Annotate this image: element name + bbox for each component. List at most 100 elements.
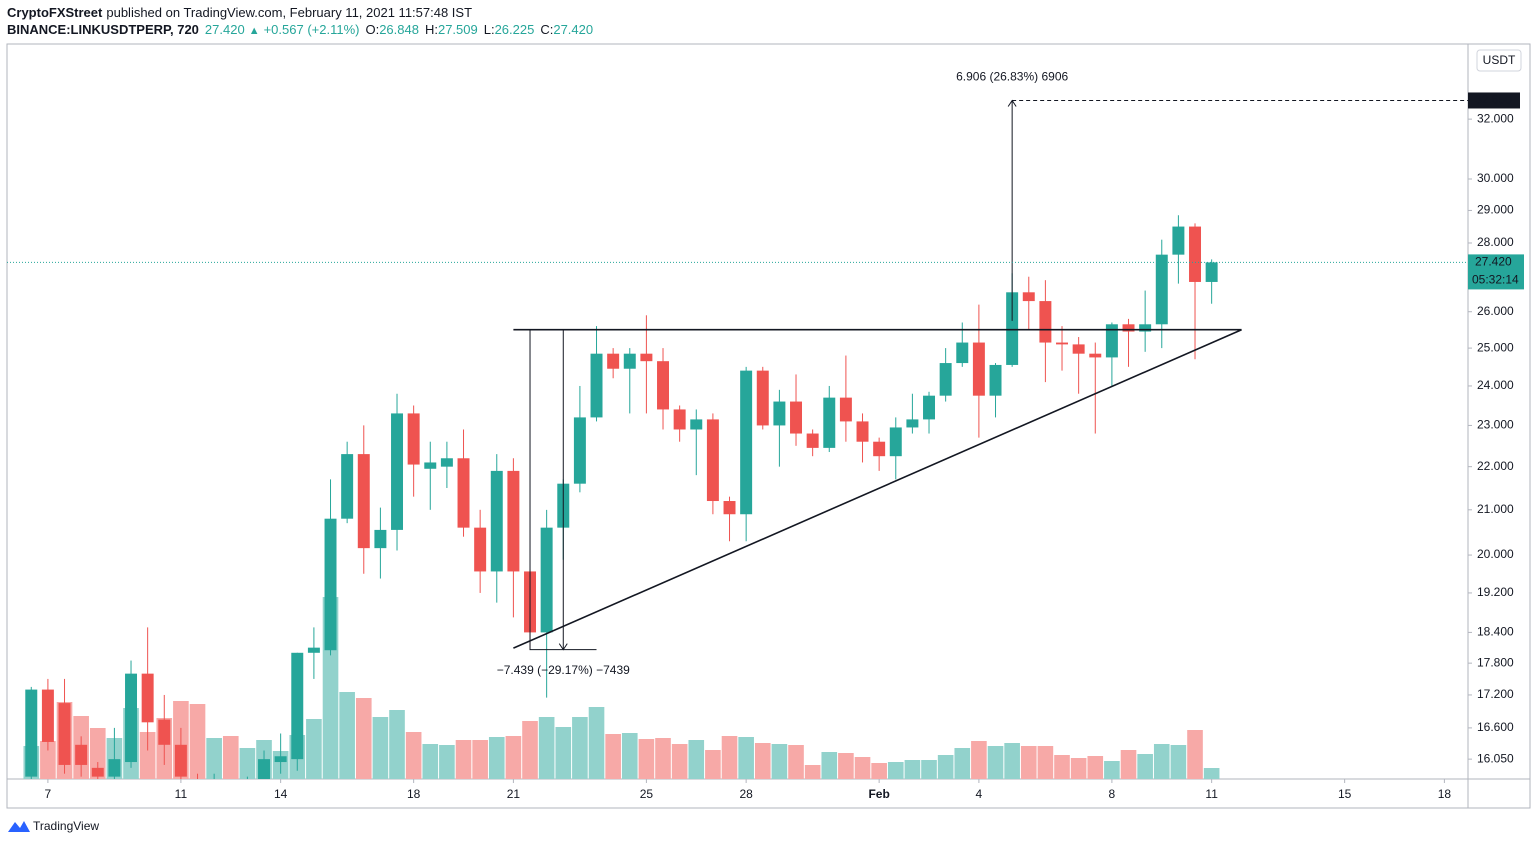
volume-bar (1170, 745, 1187, 779)
candle-body (291, 652, 304, 760)
volume-bar (1004, 743, 1020, 779)
volume-bar (455, 740, 472, 779)
author: CryptoFXStreet (7, 5, 103, 20)
y-tick-label: 17.800 (1477, 655, 1514, 669)
axes: 16.050 16.600 17.200 17.800 18.400 19.200 20.0… (45, 70, 1524, 801)
candle-body (274, 756, 287, 763)
x-tick-label: 4 (976, 787, 983, 801)
candle-body (407, 413, 420, 465)
currency: USDT (1483, 53, 1516, 67)
candle-body (1056, 342, 1069, 345)
currency-box[interactable] (1476, 49, 1522, 72)
volume-bar (971, 741, 987, 779)
candle-body (540, 527, 553, 633)
candle-body (823, 397, 836, 448)
volume-bar (1070, 758, 1087, 779)
candle-body (58, 703, 71, 765)
volume-bar (139, 732, 156, 779)
y-tick-label: 30.000 (1477, 171, 1514, 185)
volume-bar (89, 728, 106, 779)
volume-bar (572, 717, 588, 779)
volume-bar (638, 739, 655, 779)
candle-body (1039, 301, 1052, 343)
volume-bar (921, 760, 937, 779)
y-tick-label: 22.000 (1477, 459, 1514, 473)
candle-body (41, 689, 54, 742)
candle-body (490, 470, 503, 572)
candle-body (474, 527, 487, 572)
y-tick-label: 25.000 (1477, 340, 1514, 354)
candle-body (740, 370, 753, 515)
volume-bar (937, 755, 954, 779)
symbol: BINANCE:LINKUSDTPERP, 720 (7, 22, 199, 37)
volume-bar (222, 736, 239, 779)
candle-body (174, 744, 187, 777)
y-tick-label: 16.600 (1477, 720, 1514, 734)
candle-body (1105, 324, 1118, 358)
volume-bar (1104, 761, 1120, 779)
volume-bar (804, 765, 821, 779)
volume-bar (389, 710, 405, 779)
volume-bar (206, 738, 222, 779)
quote-label: H: (425, 22, 438, 37)
candle-body (773, 401, 786, 426)
candle-body (1139, 324, 1152, 332)
volume-bar (555, 727, 572, 779)
countdown: 05:32:14 (1472, 273, 1519, 287)
candle-body (1022, 292, 1035, 302)
y-tick-label: 18.400 (1477, 625, 1514, 639)
volume-bar (838, 753, 854, 779)
candle-body (307, 647, 320, 653)
quote-value: 26.225 (495, 22, 535, 37)
candle-body (1172, 226, 1185, 255)
target-price-label: 32.650 (1475, 93, 1512, 107)
change: +0.567 (+2.11%) (264, 22, 360, 37)
x-tick-label: 8 (1109, 787, 1116, 801)
volume-bar (239, 748, 256, 779)
quote-label: L: (484, 22, 495, 37)
quote-label: C: (540, 22, 553, 37)
volume-bar (1120, 750, 1137, 779)
published: published on TradingView.com, February 1… (106, 5, 472, 20)
measure-arrow (558, 329, 568, 651)
candle-body (657, 361, 670, 410)
candle-body (125, 673, 138, 763)
candle-body (972, 342, 985, 396)
x-tick-label: 14 (274, 787, 288, 801)
header-line: CryptoFXStreet published on TradingView.c… (7, 5, 472, 20)
candle-body (357, 454, 370, 549)
arrow: ▲ (249, 25, 260, 37)
volume-bar (871, 763, 887, 779)
volume-bar (339, 692, 355, 779)
candle-body (573, 417, 586, 484)
measure-label: 6.906 (26.83%) 6906 (956, 70, 1068, 84)
y-tick-label: 21.000 (1477, 502, 1514, 516)
candle-body (873, 441, 886, 457)
volume-bar (821, 752, 838, 779)
volume-bar (671, 744, 688, 779)
volume-bar (954, 748, 971, 779)
volume-bar (1203, 768, 1220, 779)
candle-body (457, 458, 470, 528)
candle-body (806, 433, 819, 448)
candle-body (1205, 262, 1218, 282)
candle-body (440, 458, 453, 467)
y-tick-label: 19.200 (1477, 585, 1514, 599)
candle-body (706, 419, 719, 502)
candle-body (108, 759, 121, 777)
volume-bar (405, 732, 422, 779)
x-tick-label: 15 (1338, 787, 1352, 801)
x-tick-label: 11 (1205, 787, 1218, 801)
candle-body (790, 401, 803, 434)
candle-body (690, 419, 703, 430)
candle-body (1006, 292, 1019, 365)
y-tick-label: 28.000 (1477, 235, 1514, 249)
volume-bar (738, 737, 754, 779)
volume-bar (538, 717, 555, 779)
volume-bar (1054, 755, 1070, 779)
volume-bar (788, 745, 804, 779)
frame (6, 43, 1531, 809)
volume-bar (987, 746, 1004, 779)
volume-bar (655, 738, 671, 779)
